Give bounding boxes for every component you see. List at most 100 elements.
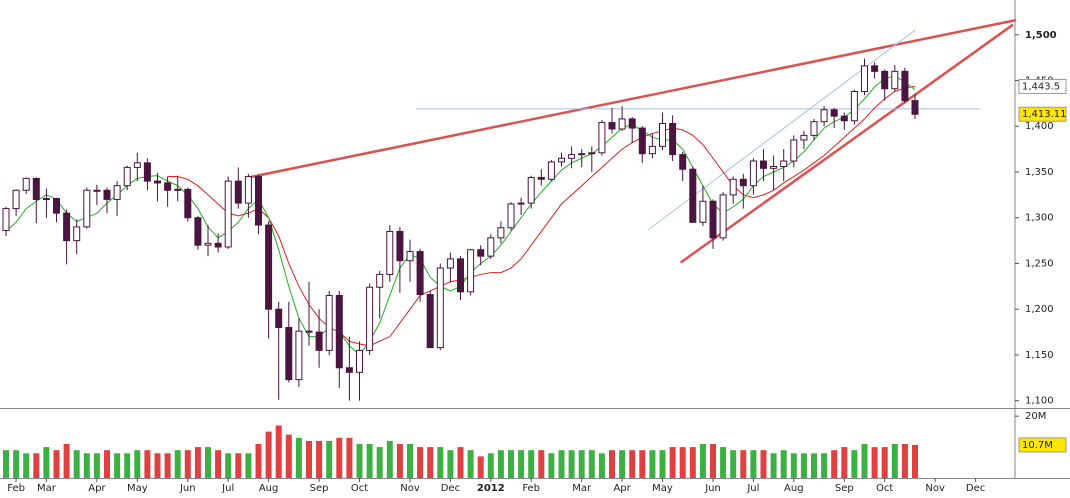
candle-body xyxy=(618,118,626,130)
candle-body xyxy=(285,326,293,381)
volume-bar xyxy=(437,447,444,478)
volume-bar xyxy=(336,437,343,478)
candle-body xyxy=(547,161,555,180)
candle-body xyxy=(830,109,838,117)
candle-body xyxy=(356,349,363,373)
candle-body xyxy=(820,109,828,123)
candle-body xyxy=(174,188,182,191)
y-tick-label: 1,300 xyxy=(1025,213,1054,224)
volume-bar xyxy=(43,447,50,478)
volume-bar xyxy=(124,453,131,478)
candle-body xyxy=(295,330,303,381)
candle-body xyxy=(123,166,131,187)
volume-bar xyxy=(356,444,363,478)
candle-body xyxy=(689,168,697,223)
volume-bar xyxy=(912,444,918,478)
volume-bar xyxy=(144,450,151,478)
x-tick-label: Sep xyxy=(835,483,854,494)
candle-body xyxy=(133,162,141,168)
x-tick-label: 2012 xyxy=(477,483,505,494)
x-tick-label: Jul xyxy=(221,483,234,494)
volume-bar xyxy=(184,450,191,478)
volume-bar xyxy=(871,447,878,478)
volume-bar xyxy=(811,453,817,478)
candle-body xyxy=(578,153,586,156)
candle-body xyxy=(568,154,576,159)
volume-bar xyxy=(53,450,60,478)
candle-body xyxy=(780,160,788,167)
candle-body xyxy=(840,115,848,122)
trend-line xyxy=(248,18,1017,179)
x-tick-label: Jun xyxy=(704,483,721,494)
candle-body xyxy=(32,177,40,200)
volume-bar xyxy=(578,450,585,478)
volume-bar xyxy=(174,450,181,478)
candle-body xyxy=(679,154,687,170)
x-tick-label: Mar xyxy=(572,483,592,494)
candle-body xyxy=(638,127,646,155)
volume-bar xyxy=(154,453,161,478)
x-tick-label: Oct xyxy=(876,483,893,494)
volume-bar xyxy=(194,447,201,478)
candle-body xyxy=(558,157,565,163)
x-tick-label: Apr xyxy=(88,483,106,494)
volume-bar xyxy=(407,444,413,478)
volume-bar xyxy=(114,453,121,478)
volume-bar xyxy=(265,431,272,478)
volume-bar xyxy=(23,453,30,478)
candle-body xyxy=(194,217,202,246)
last-close-label-box xyxy=(1018,106,1067,122)
volume-bar xyxy=(447,450,454,478)
volume-bar xyxy=(639,450,646,478)
candle-body xyxy=(42,198,50,201)
volume-bar xyxy=(861,444,868,478)
volume-bar xyxy=(659,450,666,478)
volume-bar xyxy=(326,440,333,478)
y-tick-label: 1,200 xyxy=(1025,304,1054,315)
candle-body xyxy=(154,180,161,184)
candle-body xyxy=(527,176,535,204)
x-tick-label: Feb xyxy=(7,483,25,494)
candle-body xyxy=(588,152,596,155)
candle-body xyxy=(406,251,414,262)
candle-body xyxy=(426,294,434,349)
volume-bar xyxy=(568,450,575,478)
candle-body xyxy=(83,189,91,228)
volume-bar xyxy=(649,450,656,478)
volume-bar xyxy=(215,450,222,478)
volume-bar xyxy=(366,444,373,478)
volume-bar xyxy=(346,437,353,478)
candle-body xyxy=(507,203,515,229)
x-tick-label: Apr xyxy=(613,483,631,494)
y-tick-label: 1,500 xyxy=(1025,30,1057,41)
volume-bar xyxy=(740,450,747,478)
volume-bar xyxy=(841,447,848,478)
volume-bar xyxy=(548,453,555,478)
volume-bar xyxy=(417,447,424,478)
last-close-label: 1,413.11 xyxy=(1022,109,1067,120)
candle-body xyxy=(305,330,313,333)
x-tick-label: Aug xyxy=(784,483,804,494)
candle-body xyxy=(537,176,545,180)
volume-bar xyxy=(790,453,797,478)
candle-body xyxy=(396,230,404,262)
candle-body xyxy=(699,200,707,223)
volume-bar xyxy=(73,450,80,478)
x-tick-label: Nov xyxy=(925,483,945,494)
y-tick-label: 1,350 xyxy=(1025,167,1054,178)
trend-line xyxy=(679,23,1014,264)
volume-bar xyxy=(518,450,525,478)
candle-body xyxy=(93,189,101,192)
candle-body xyxy=(810,121,818,136)
volume-bar xyxy=(295,437,302,478)
volume-bar xyxy=(699,444,706,478)
x-tick-label: Mar xyxy=(37,483,57,494)
ma-label: 1,443.5 xyxy=(1022,81,1060,92)
volume-bar xyxy=(63,444,70,478)
volume-bar xyxy=(710,444,716,478)
x-tick-label: Aug xyxy=(259,483,279,494)
volume-last-label-box xyxy=(1018,437,1067,453)
volume-bar xyxy=(164,453,171,478)
